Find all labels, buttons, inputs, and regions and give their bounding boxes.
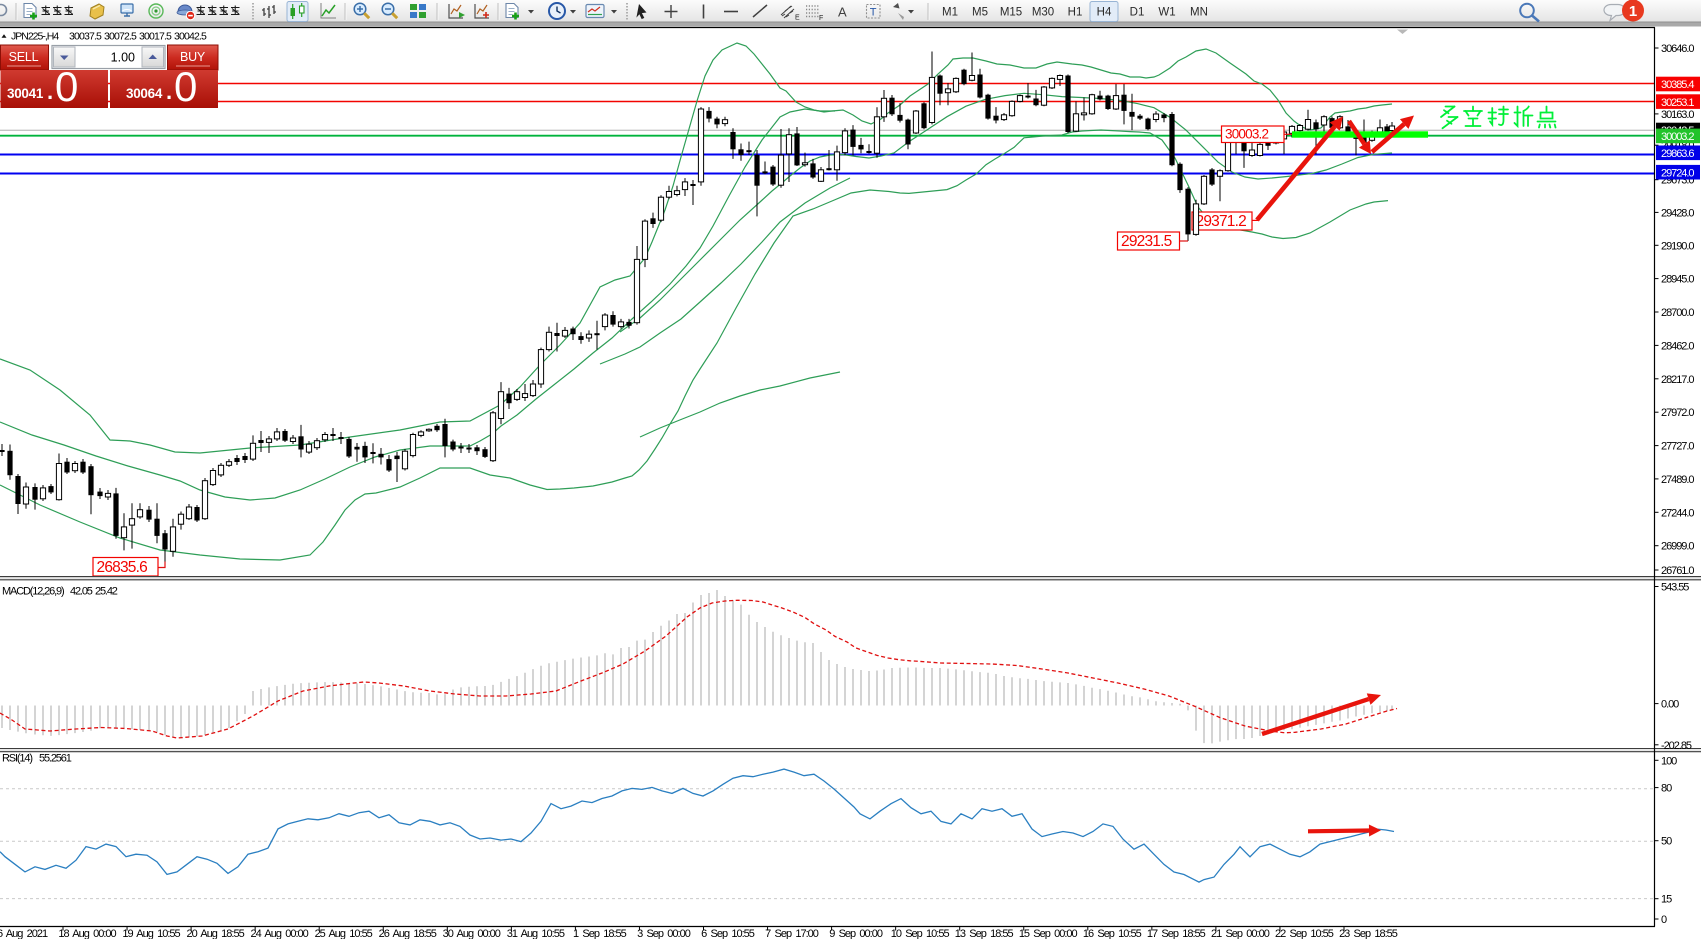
svg-text:30646.0: 30646.0 [1661,43,1694,55]
svg-text:.: . [47,79,53,104]
svg-text:100: 100 [1661,755,1677,767]
svg-text:30253.1: 30253.1 [1661,97,1694,109]
svg-text:0: 0 [1661,914,1667,926]
svg-text:1 Sep 18:55: 1 Sep 18:55 [573,928,627,939]
svg-text:15 Sep 00:00: 15 Sep 00:00 [1019,928,1078,939]
svg-text:30037.5: 30037.5 [69,31,102,43]
svg-text:JPN225-,H4: JPN225-,H4 [11,31,59,43]
svg-text:50: 50 [1661,836,1672,848]
svg-text:7 Sep 17:00: 7 Sep 17:00 [765,928,819,939]
svg-text:23 Sep 18:55: 23 Sep 18:55 [1339,928,1398,939]
svg-text:28945.0: 28945.0 [1661,274,1694,286]
svg-text:6 Aug 2021: 6 Aug 2021 [0,928,48,939]
svg-text:1: 1 [1629,3,1637,20]
svg-text:30163.0: 30163.0 [1661,109,1694,121]
svg-text:26999.0: 26999.0 [1661,541,1694,553]
svg-text:9 Sep 00:00: 9 Sep 00:00 [829,928,883,939]
svg-text:F: F [819,15,823,22]
svg-text:RSI(14): RSI(14) [2,753,32,765]
svg-text:30064: 30064 [126,86,163,101]
svg-text:27489.0: 27489.0 [1661,474,1694,486]
svg-text:H4: H4 [1097,7,1112,19]
svg-text:MACD(12,26,9): MACD(12,26,9) [2,586,64,598]
svg-text:25 Aug 10:55: 25 Aug 10:55 [315,928,373,939]
svg-text:30 Aug 00:00: 30 Aug 00:00 [443,928,501,939]
svg-text:A: A [838,5,847,20]
svg-text:42.05: 42.05 [70,586,93,598]
svg-text:M30: M30 [1032,7,1054,19]
svg-text:29724.0: 29724.0 [1661,167,1694,179]
svg-text:24 Aug 00:00: 24 Aug 00:00 [251,928,309,939]
svg-text:25.42: 25.42 [95,586,118,598]
svg-text:27972.0: 27972.0 [1661,407,1694,419]
svg-text:28217.0: 28217.0 [1661,374,1694,386]
svg-text:13 Sep 18:55: 13 Sep 18:55 [955,928,1014,939]
svg-text:22 Sep 10:55: 22 Sep 10:55 [1275,928,1334,939]
svg-text:H1: H1 [1068,7,1083,19]
svg-text:26 Aug 18:55: 26 Aug 18:55 [379,928,437,939]
svg-text:19 Aug 10:55: 19 Aug 10:55 [122,928,180,939]
svg-text:17 Sep 18:55: 17 Sep 18:55 [1147,928,1206,939]
svg-text:0: 0 [174,63,197,110]
svg-text:26761.0: 26761.0 [1661,565,1694,577]
svg-text:SELL: SELL [9,50,39,64]
svg-text:26835.6: 26835.6 [97,559,148,576]
svg-text:1.00: 1.00 [111,51,135,65]
svg-text:29371.2: 29371.2 [1196,213,1247,230]
svg-text:29190.0: 29190.0 [1661,240,1694,252]
svg-text:55.2561: 55.2561 [39,753,72,765]
svg-text:0: 0 [55,63,78,110]
svg-text:T: T [870,7,877,19]
svg-text:BUY: BUY [180,50,206,64]
svg-text:M5: M5 [972,7,988,19]
svg-text:M15: M15 [1000,7,1022,19]
svg-text:80: 80 [1661,783,1672,795]
svg-text:28462.0: 28462.0 [1661,340,1694,352]
svg-text:29231.5: 29231.5 [1121,233,1172,250]
svg-text:3 Sep 00:00: 3 Sep 00:00 [637,928,691,939]
svg-text:15: 15 [1661,894,1672,906]
svg-text:E: E [795,15,800,22]
svg-text:29863.6: 29863.6 [1661,148,1694,160]
svg-text:-202.85: -202.85 [1661,740,1692,752]
svg-text:30072.5: 30072.5 [104,31,137,43]
svg-text:18 Aug 00:00: 18 Aug 00:00 [58,928,116,939]
svg-text:30003.2: 30003.2 [1225,126,1268,141]
svg-text:M1: M1 [942,7,958,19]
svg-text:27727.0: 27727.0 [1661,441,1694,453]
svg-text:543.55: 543.55 [1661,582,1689,594]
svg-text:16 Sep 10:55: 16 Sep 10:55 [1083,928,1142,939]
svg-text:21 Sep 00:00: 21 Sep 00:00 [1211,928,1270,939]
svg-text:27244.0: 27244.0 [1661,507,1694,519]
svg-text:MN: MN [1190,7,1208,19]
svg-text:30385.4: 30385.4 [1661,79,1694,91]
svg-text:30003.2: 30003.2 [1661,131,1694,143]
svg-text:30042.5: 30042.5 [174,31,207,43]
svg-text:W1: W1 [1158,7,1175,19]
svg-text:29428.0: 29428.0 [1661,207,1694,219]
svg-text:30017.5: 30017.5 [139,31,172,43]
svg-text:10 Sep 10:55: 10 Sep 10:55 [891,928,950,939]
svg-text:6 Sep 10:55: 6 Sep 10:55 [701,928,755,939]
svg-text:.: . [166,79,172,104]
svg-text:0.00: 0.00 [1661,699,1679,711]
svg-text:D1: D1 [1130,7,1145,19]
svg-text:30041: 30041 [7,86,44,101]
svg-text:20 Aug 18:55: 20 Aug 18:55 [186,928,244,939]
svg-text:28700.0: 28700.0 [1661,307,1694,319]
svg-text:31 Aug 10:55: 31 Aug 10:55 [507,928,565,939]
